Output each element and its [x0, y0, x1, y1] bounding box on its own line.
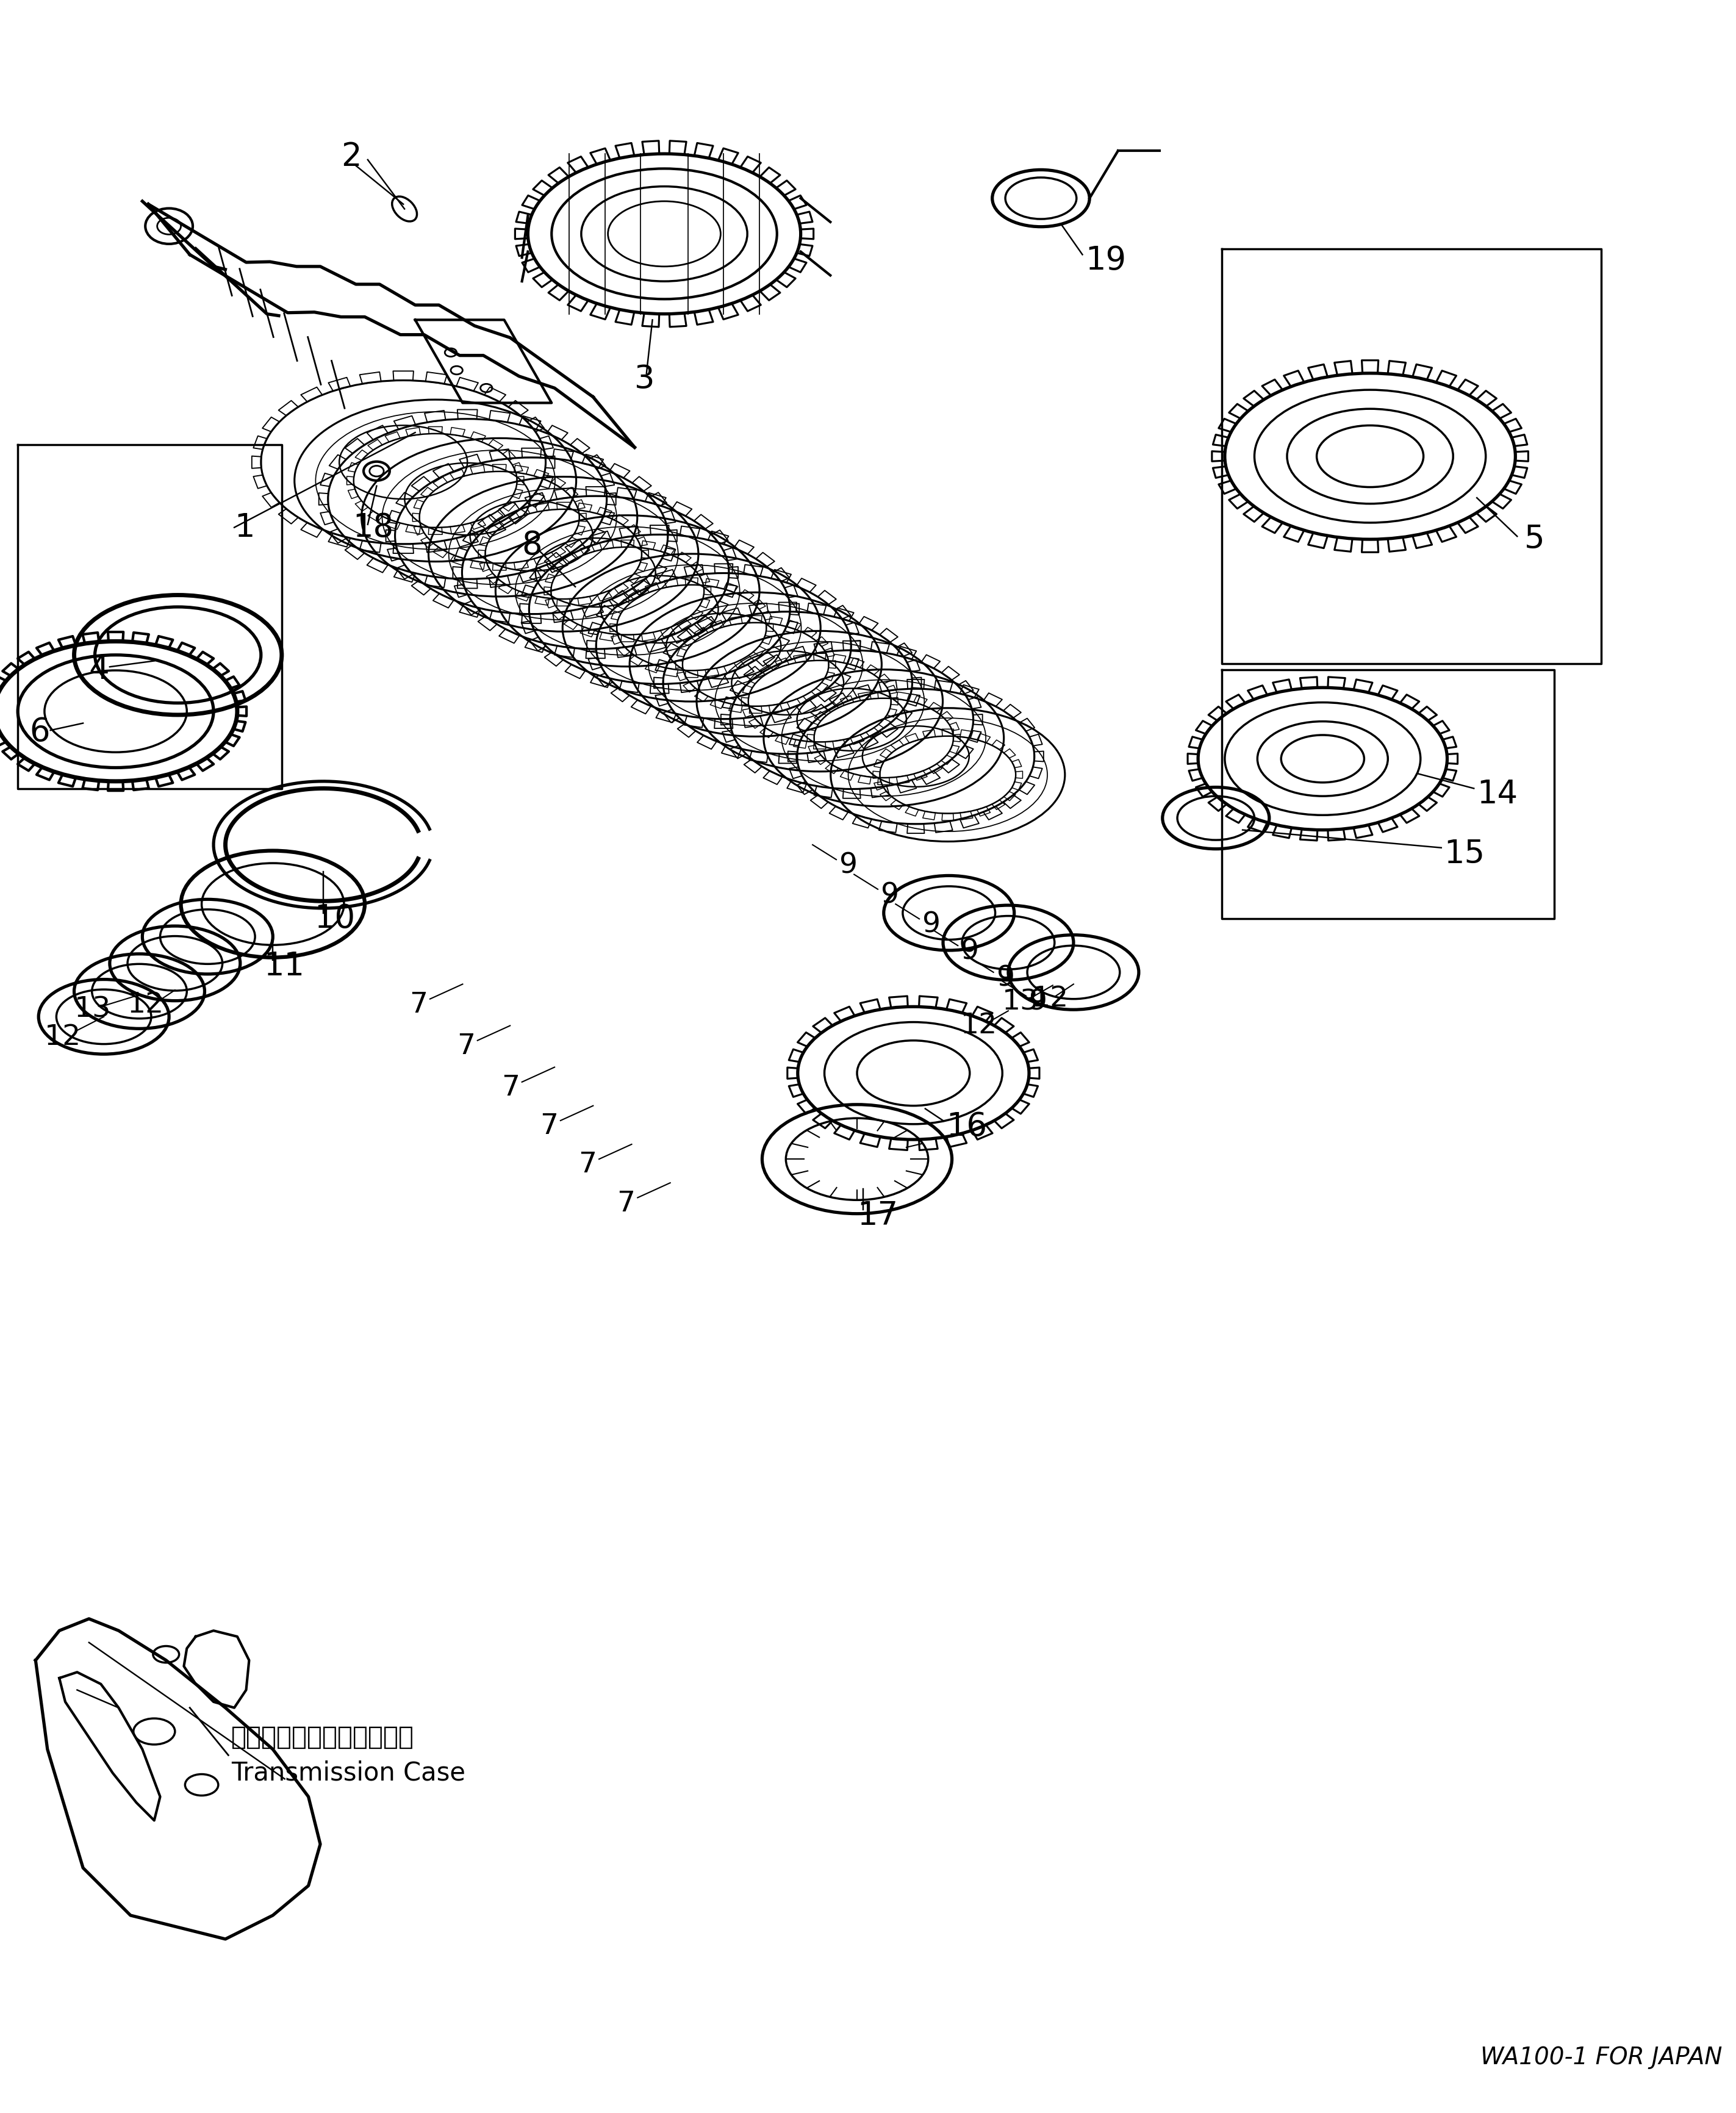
Text: 7: 7 [616, 1190, 635, 1217]
Text: 6: 6 [30, 716, 50, 748]
Text: 12: 12 [45, 1025, 82, 1052]
Text: 12: 12 [127, 991, 165, 1018]
Text: 12: 12 [960, 1012, 998, 1040]
Text: 15: 15 [1444, 837, 1486, 871]
Text: 7: 7 [540, 1114, 557, 1141]
Text: WA100-1 FOR JAPAN: WA100-1 FOR JAPAN [1481, 2045, 1722, 2069]
Text: 16: 16 [946, 1111, 988, 1143]
Text: 1: 1 [234, 511, 255, 543]
Text: 17: 17 [858, 1200, 898, 1232]
Text: 7: 7 [578, 1152, 597, 1179]
Text: 7: 7 [502, 1073, 519, 1101]
Text: 4: 4 [89, 653, 109, 685]
Text: トランスミッションケース: トランスミッションケース [231, 1724, 415, 1750]
Text: 14: 14 [1477, 778, 1517, 809]
Text: 18: 18 [352, 511, 394, 543]
Text: 7: 7 [410, 991, 427, 1018]
Text: 2: 2 [340, 142, 361, 173]
Text: 13: 13 [75, 995, 111, 1023]
Text: 9: 9 [1029, 989, 1047, 1016]
Text: 5: 5 [1524, 524, 1545, 556]
Text: 10: 10 [314, 902, 356, 934]
Text: 12: 12 [1031, 985, 1069, 1012]
Text: 3: 3 [635, 363, 654, 395]
Text: 9: 9 [960, 938, 979, 966]
Text: 19: 19 [1085, 245, 1127, 277]
Text: 9: 9 [838, 852, 858, 879]
Text: Transmission Case: Transmission Case [231, 1760, 465, 1785]
Text: 9: 9 [996, 964, 1016, 991]
Text: 13: 13 [1002, 989, 1040, 1016]
Text: 7: 7 [457, 1033, 476, 1061]
Text: 9: 9 [880, 881, 899, 909]
Text: 9: 9 [922, 911, 941, 938]
Text: 8: 8 [523, 530, 542, 562]
Text: 11: 11 [264, 951, 306, 983]
